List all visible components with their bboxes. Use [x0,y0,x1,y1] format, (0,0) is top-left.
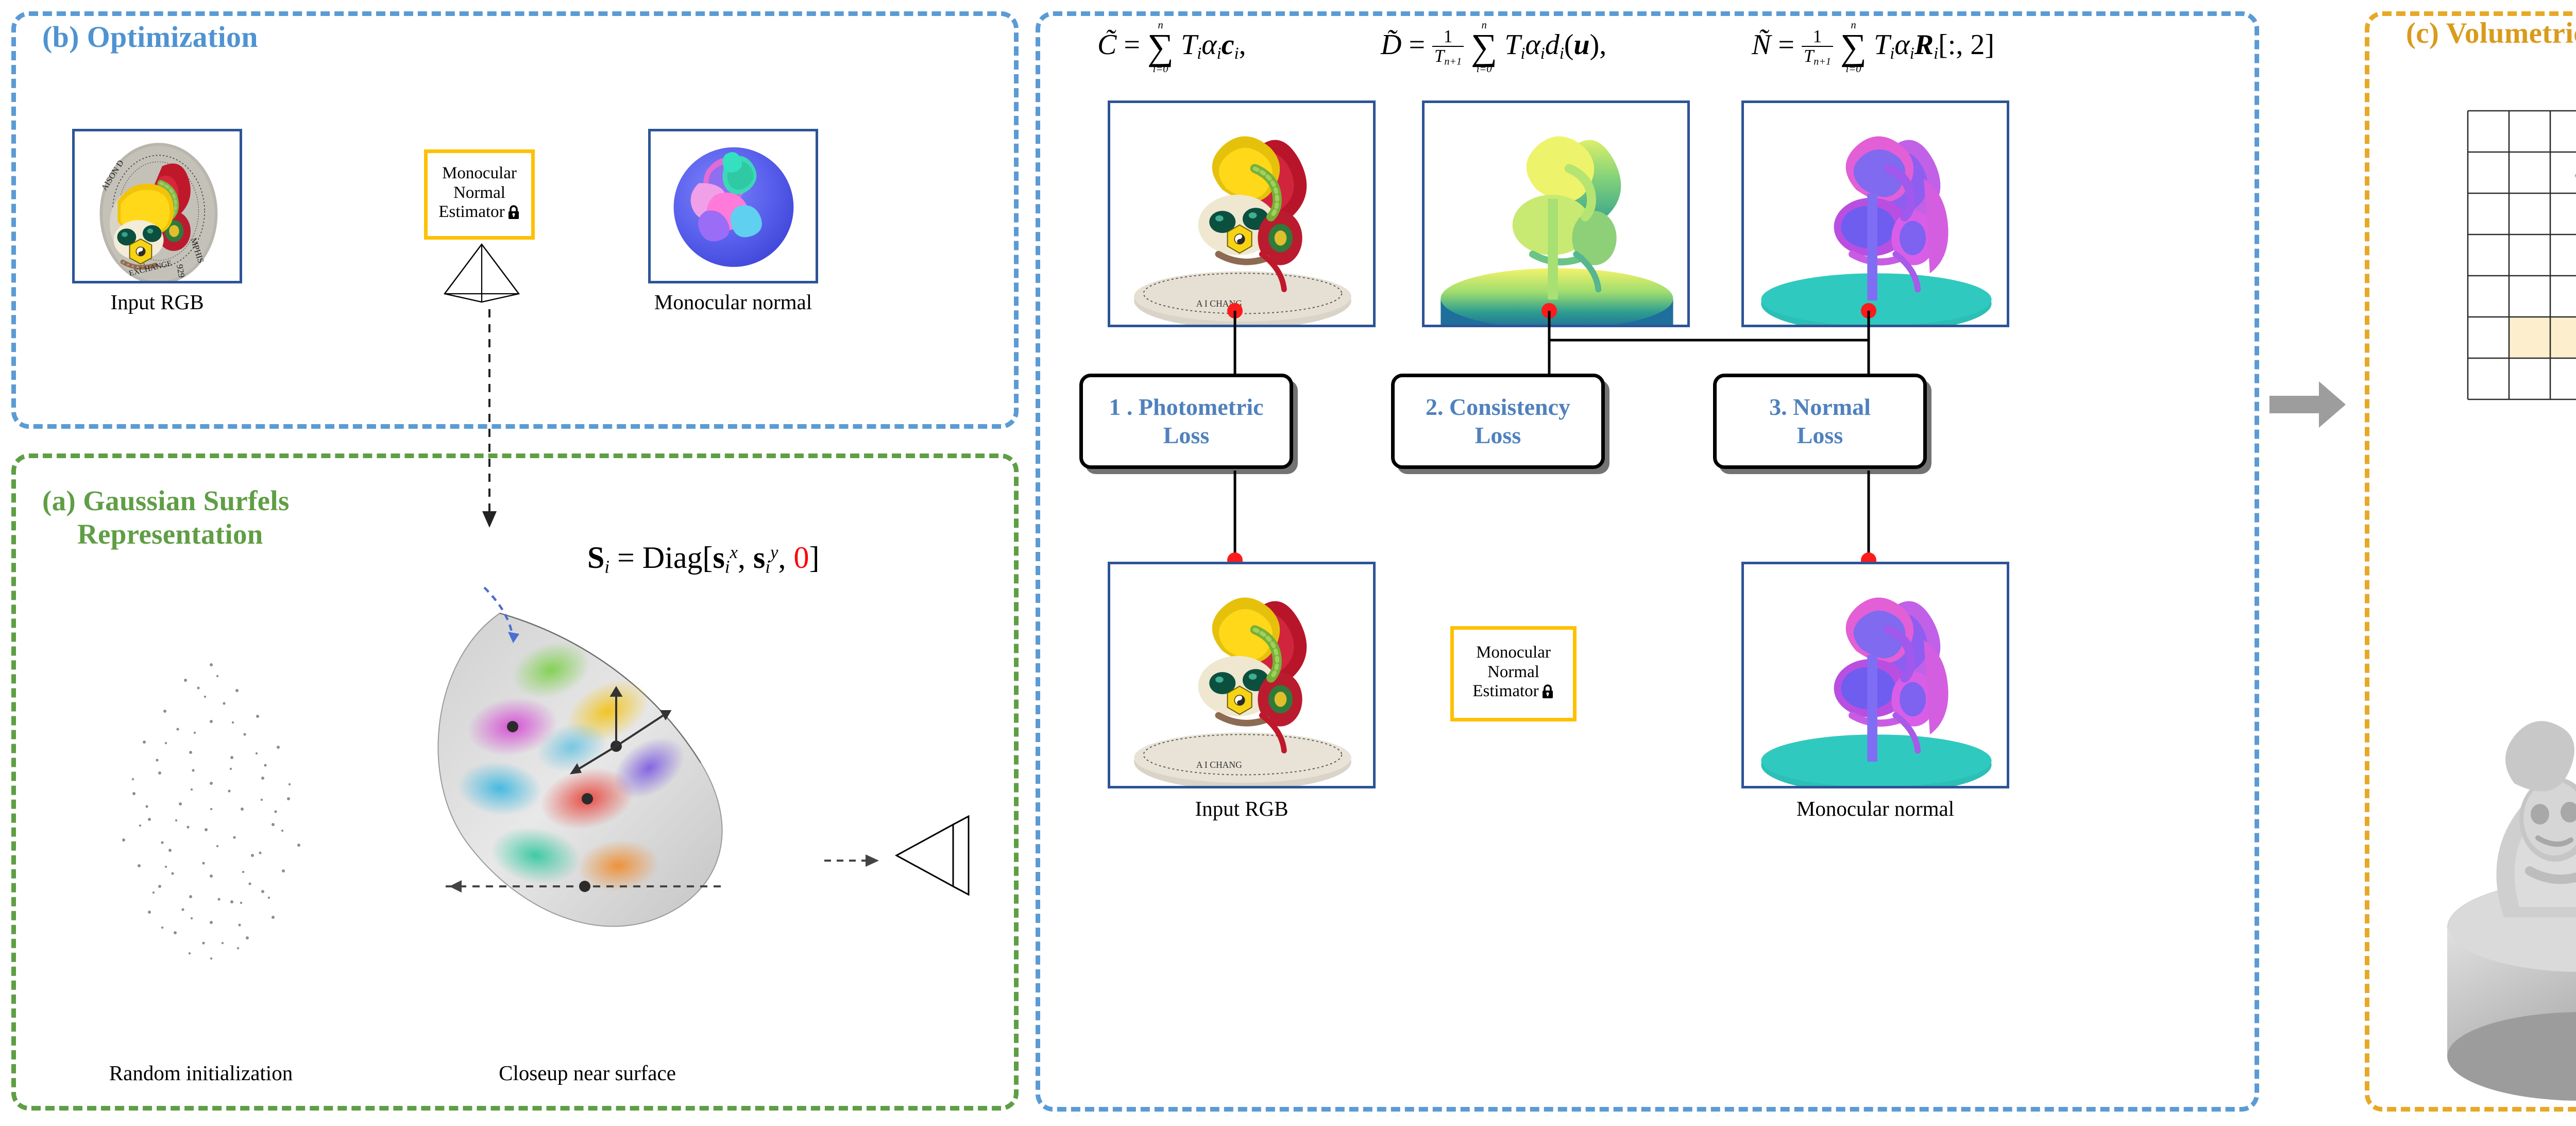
svg-text:A I CHANG: A I CHANG [1196,760,1242,770]
monocular-normal-estimator-top[interactable]: Monocular Normal Estimator [424,149,535,240]
normal-loss-box[interactable]: 3. Normal Loss [1713,374,1927,469]
loss-1-word: Loss [1163,422,1210,448]
fraction-1-over-Tn1-b: 1 Tn+1 [1801,27,1833,68]
panel-gaussian-surfels [11,453,1019,1111]
input-rgb-photo: AISON D MPHIS 929 EXCHANGE [75,131,240,281]
estimator-line1: Monocular [442,164,517,183]
voxel-grid-diagram [2467,110,2576,400]
input-rgb-image-bottom: A I CHANG [1108,562,1376,788]
estimator-bottom-line1: Monocular [1476,643,1551,662]
monocular-normal-caption-bottom: Monocular normal [1796,797,1955,820]
fraction-1-over-Tn1: 1 Tn+1 [1432,27,1464,68]
scale-matrix-formula: Si = Diag[six, siy, 0] [587,541,820,577]
lock-icon-bottom [1541,684,1554,704]
camera-frustum-top [443,243,520,303]
loss-2-word: Loss [1475,422,1521,448]
loss-3-number: 3. [1769,394,1787,421]
rendered-depth [1425,103,1687,325]
panel-gaussian-surfels-title-line1: (a) Gaussian Surfels [37,484,295,517]
loss-3-word: Loss [1797,422,1843,448]
rendered-normal-image [1741,100,2009,327]
monocular-normal-render [651,131,816,281]
monocular-normal-caption-top: Monocular normal [654,290,812,314]
loss-2-name: Consistency [1449,394,1571,421]
estimator-bottom-line3: Estimator [1472,682,1539,701]
closeup-near-surface [437,586,723,927]
random-initialization-caption: Random initialization [109,1061,293,1085]
estimator-line3: Estimator [438,203,505,222]
input-rgb-caption-top: Input RGB [110,290,204,314]
sum-symbol-2: n ∑ i=0 [1471,20,1498,75]
mesh-result-1 [2401,598,2576,1103]
input-rgb-caption-bottom: Input RGB [1195,797,1289,820]
panel-optimization [11,11,1019,429]
grey-arrow-to-panel-c [2269,381,2346,428]
input-rgb-image-top: AISON D MPHIS 929 EXCHANGE [72,129,242,283]
rendered-depth-image [1422,100,1690,327]
input-rgb-photo-bottom: A I CHANG [1110,564,1373,786]
rendered-color: A I CHANG [1110,103,1373,325]
monocular-normal-estimator-bottom[interactable]: Monocular Normal Estimator [1450,626,1577,721]
loss-connectors [1233,311,1870,376]
panel-optimization-center [1036,11,2259,1112]
monocular-normal-bottom [1744,564,2007,786]
panel-volumetric-title: (c) Volumetric Cutting And Meshing [2401,16,2576,50]
equation-depth: D̃ = 1 Tn+1 n ∑ i=0 Tiαidi(u), [1381,20,1607,75]
estimator-line2: Normal [453,183,505,202]
rendered-normal [1744,103,2007,325]
rendered-color-image: A I CHANG [1108,100,1376,327]
lock-icon [507,205,520,225]
estimator-bottom-line2: Normal [1487,662,1539,681]
loss-1-number: 1 . [1109,394,1133,421]
closeup-near-surface-caption: Closeup near surface [499,1061,676,1085]
monocular-normal-image-bottom [1741,562,2009,788]
svg-text:929: 929 [175,263,187,278]
consistency-loss-box[interactable]: 2. Consistency Loss [1391,374,1605,469]
loss-3-name: Normal [1793,394,1871,421]
sum-symbol-1: n ∑ i=0 [1147,20,1174,75]
panel-gaussian-surfels-title-line2: Representation [72,518,268,550]
panel-volumetric-cutting-meshing [2365,11,2576,1112]
mesh-render-front [2401,598,2576,1103]
camera-icon-panel-a [894,815,970,896]
random-initialization-pointcloud [122,663,300,960]
loss-down-connectors [1233,470,1870,559]
downward-dashed-arrow [482,309,497,528]
loss-1-name: Photometric [1138,394,1264,421]
sum-symbol-3: n ∑ i=0 [1840,20,1867,75]
panel-optimization-title: (b) Optimization [37,20,263,54]
loss-2-number: 2. [1425,394,1444,421]
equation-normal: Ñ = 1 Tn+1 n ∑ i=0 TiαiRi[:, 2] [1752,20,1994,75]
equation-color: C̃ = n ∑ i=0 Tiαici, [1097,20,1246,75]
dashed-arrow-to-camera [824,854,879,867]
monocular-normal-image-top [648,129,818,283]
photometric-loss-box[interactable]: 1 . Photometric Loss [1079,374,1293,469]
